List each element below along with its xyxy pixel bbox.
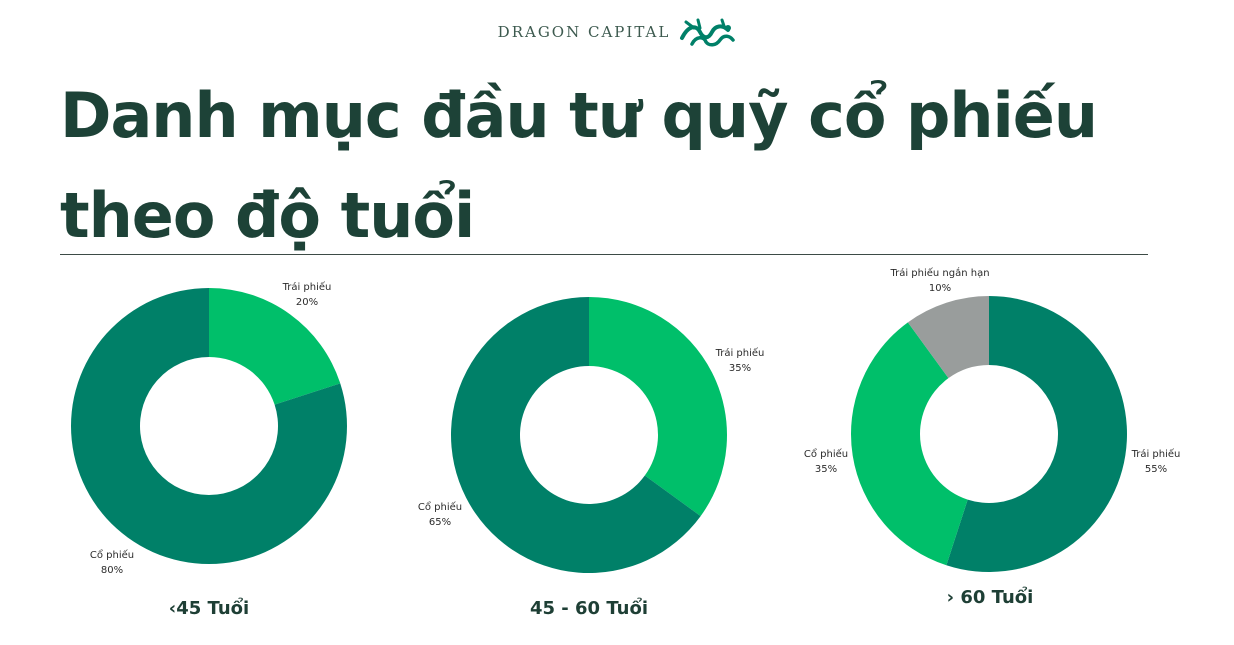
slice-under-45-co-phieu (70, 288, 348, 564)
brand-header: DRAGON CAPITAL (0, 16, 1234, 48)
slice-label-over-60-co-phieu: Cổ phiếu (804, 447, 848, 460)
title-divider (60, 254, 1148, 255)
slice-value-over-60-co-phieu: 35% (815, 464, 837, 475)
page-title: Danh mục đầu tư quỹ cổ phiếu theo độ tuổ… (60, 79, 1098, 252)
slice-45-60-co-phieu (451, 297, 701, 573)
slice-over-60-co-phieu (851, 322, 968, 566)
slice-label-under-45-trai-phieu: Trái phiếu (282, 281, 332, 293)
slice-value-over-60-trai-phieu: 55% (1145, 464, 1167, 475)
slice-45-60-trai-phieu (589, 297, 727, 517)
brand-name: DRAGON CAPITAL (497, 23, 671, 41)
slice-label-over-60-trai-phieu-ngan-han: Trái phiếu ngắn hạn (889, 266, 989, 279)
slice-over-60-trai-phieu (946, 296, 1128, 572)
slice-value-45-60-co-phieu: 65% (429, 517, 451, 528)
slice-label-45-60-co-phieu: Cổ phiếu (418, 500, 462, 513)
chart-label-under-45: ‹45 Tuổi (169, 597, 249, 619)
slice-under-45-trai-phieu (209, 288, 341, 405)
slice-value-under-45-co-phieu: 80% (101, 565, 123, 576)
dragon-icon (680, 18, 736, 47)
slice-label-45-60-trai-phieu: Trái phiếu (715, 347, 765, 359)
slice-value-under-45-trai-phieu: 20% (296, 297, 318, 308)
slice-value-45-60-trai-phieu: 35% (729, 363, 751, 374)
slice-over-60-trai-phieu-ngan-han (907, 296, 989, 379)
slice-value-over-60-trai-phieu-ngan-han: 10% (929, 283, 951, 294)
slice-label-under-45-co-phieu: Cổ phiếu (90, 548, 134, 561)
slice-label-over-60-trai-phieu: Trái phiếu (1131, 448, 1181, 460)
chart-label-45-60: 45 - 60 Tuổi (530, 597, 648, 619)
chart-label-over-60: › 60 Tuổi (947, 586, 1034, 608)
